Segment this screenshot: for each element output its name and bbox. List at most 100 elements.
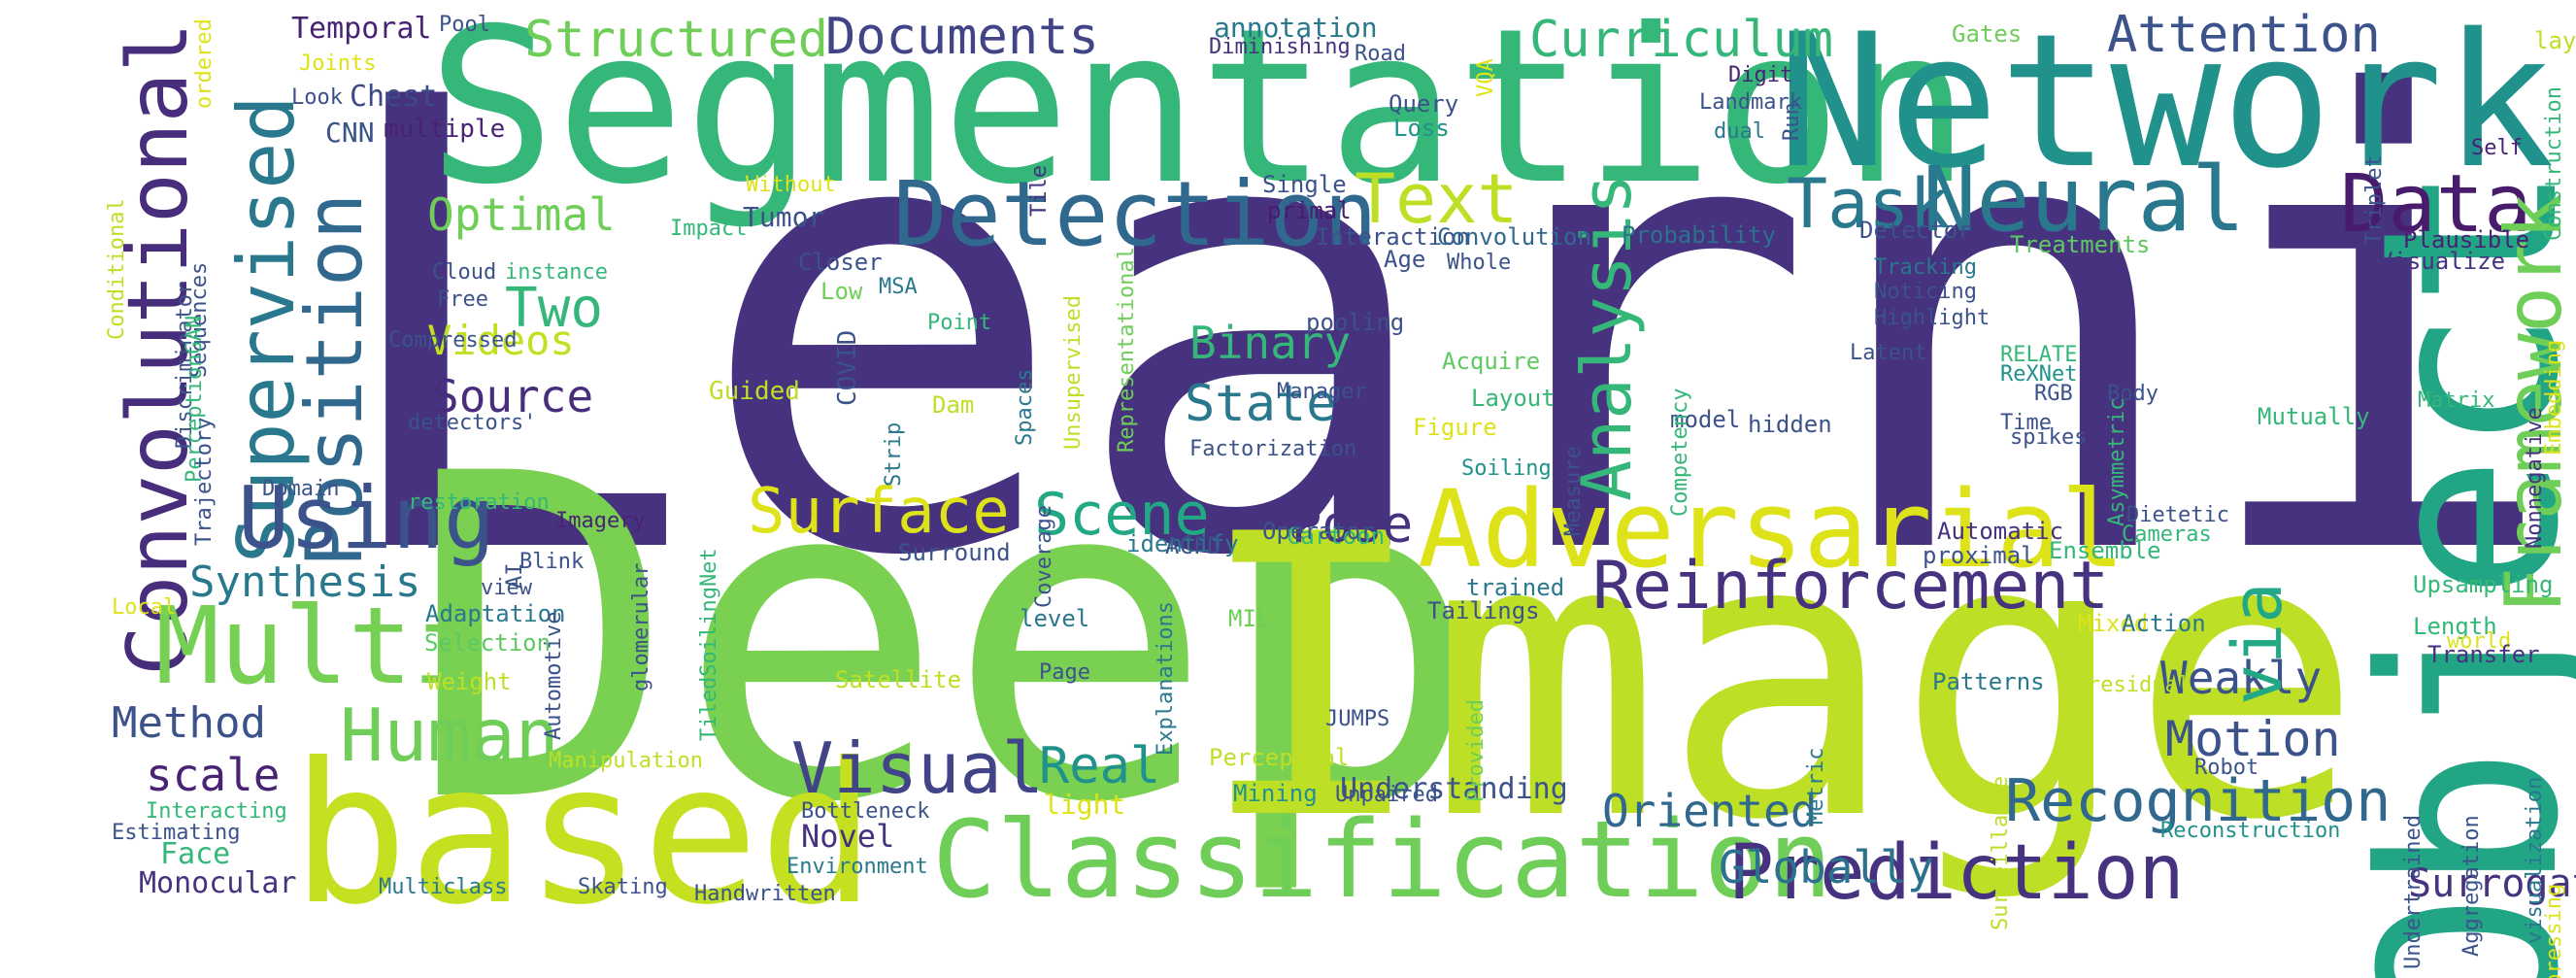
cloud-word: Probability	[1622, 221, 1776, 249]
cloud-word: Latent	[1850, 341, 1927, 365]
cloud-word: Coverage	[1032, 505, 1056, 608]
cloud-word: Noticing	[1874, 280, 1977, 304]
cloud-word: Handwritten	[694, 882, 836, 906]
cloud-word: Multi	[155, 584, 478, 708]
cloud-word: Videos	[427, 317, 575, 364]
cloud-word: Attention	[2107, 6, 2381, 64]
cloud-word: Explanations	[1154, 601, 1178, 756]
cloud-word: Soiling	[1461, 456, 1552, 481]
cloud-word: Classification	[932, 797, 1833, 922]
cloud-word: Interacting	[146, 799, 287, 824]
cloud-word: Scene	[1034, 481, 1210, 549]
cloud-word: Body	[2107, 382, 2158, 406]
cloud-word: Dietetic	[2126, 503, 2229, 527]
cloud-word: Face	[160, 837, 231, 871]
cloud-word: Convolution	[1437, 223, 1591, 251]
cloud-word: Skating	[578, 875, 668, 899]
cloud-word: Mining	[1233, 780, 1318, 807]
cloud-word: Competency	[1668, 388, 1692, 517]
cloud-word: Automotive	[542, 611, 566, 740]
cloud-word: Age	[1384, 246, 1426, 273]
cloud-word: Asymmetric	[2105, 397, 2129, 526]
cloud-word: trained	[1466, 574, 1565, 601]
cloud-word: Detection	[893, 162, 1378, 266]
cloud-word: Temporal	[291, 12, 432, 46]
cloud-word: ordered	[192, 18, 217, 109]
cloud-word: Image	[1194, 454, 2364, 905]
cloud-word: detectors'	[408, 411, 537, 435]
cloud-word: Selection	[424, 629, 552, 657]
cloud-word: Synthesis	[189, 557, 421, 607]
cloud-word: RELATE	[2000, 343, 2078, 367]
cloud-word: Learning	[320, 0, 2576, 691]
cloud-word: ReXNet	[2000, 362, 2078, 387]
cloud-word: Neural	[1923, 148, 2246, 252]
cloud-word: Real	[1039, 737, 1161, 795]
cloud-word: Novel	[801, 818, 895, 855]
cloud-word: Action	[2122, 610, 2206, 637]
cloud-word: Visualize	[2379, 248, 2506, 275]
cloud-word: Chest	[350, 80, 438, 114]
cloud-word: Unsupervised	[1061, 295, 1086, 450]
cloud-word: scale	[146, 749, 281, 801]
cloud-word: Surrogates	[2408, 861, 2576, 906]
cloud-word: Representational	[1115, 247, 1139, 453]
cloud-word: Visual	[791, 727, 1045, 809]
cloud-word: restoration	[408, 490, 550, 515]
cloud-word: Prediction	[1728, 829, 2185, 917]
cloud-word: primal	[1267, 197, 1352, 224]
cloud-word: Binary	[1189, 317, 1352, 369]
cloud-word: AI	[503, 562, 527, 590]
cloud-word: visualization	[2523, 776, 2547, 944]
cloud-word: Task	[1787, 164, 1951, 244]
cloud-word: proximal	[1923, 542, 2035, 569]
cloud-word: Understanding	[1340, 772, 1568, 806]
cloud-word: Multiclass	[379, 875, 508, 899]
cloud-word: Landmark	[1699, 90, 1802, 115]
cloud-word: TiledSoilingNet	[697, 548, 721, 741]
cloud-word: Optimal	[427, 188, 616, 241]
cloud-word: Triplet	[2362, 154, 2387, 245]
cloud-word: Bottleneck	[801, 799, 930, 824]
cloud-word: Manipulation	[549, 749, 703, 773]
cloud-word: Manager	[1277, 380, 1367, 404]
cloud-word: Low	[820, 278, 863, 305]
cloud-word: pooling	[1306, 309, 1405, 336]
cloud-word: Robot	[2194, 756, 2259, 780]
cloud-word: residual	[2088, 673, 2191, 697]
cloud-word: Tile	[1027, 165, 1052, 217]
cloud-word: Segmentation	[427, 0, 1971, 231]
cloud-word: Point	[927, 311, 992, 335]
cloud-word: Matrix	[2418, 388, 2495, 413]
cloud-word: Digit	[1728, 63, 1793, 87]
cloud-word: identify	[1126, 530, 1239, 557]
cloud-word: Whole	[1447, 251, 1512, 275]
cloud-word: instance	[505, 260, 608, 285]
cloud-word: Dam	[932, 391, 975, 419]
cloud-word: Diminishing	[1209, 35, 1351, 59]
cloud-word: Mutually	[2258, 403, 2370, 430]
cloud-word: Acquire	[1442, 348, 1541, 375]
cloud-word: based	[291, 722, 877, 948]
cloud-word: Provided	[1464, 699, 1489, 802]
cloud-word: light	[1044, 789, 1126, 821]
cloud-word: Treatments	[2010, 231, 2151, 258]
cloud-word: COVID	[833, 329, 862, 406]
cloud-word: Length	[2413, 613, 2497, 640]
cloud-word: Joints	[299, 51, 377, 76]
cloud-word: multiple	[384, 115, 506, 144]
cloud-word: Impact	[670, 217, 748, 241]
cloud-word: Construction	[2542, 86, 2566, 241]
cloud-word: model	[1670, 406, 1741, 433]
cloud-word: ACFD	[1165, 532, 1221, 559]
cloud-word: view	[481, 576, 532, 600]
cloud-word: State	[1185, 375, 1337, 433]
cloud-word: Query	[1388, 90, 1459, 118]
cloud-word: Mixed	[2078, 610, 2149, 637]
cloud-word: Weight	[427, 668, 512, 695]
cloud-word: Satellite	[835, 666, 962, 693]
cloud-word: glomerular	[629, 562, 653, 691]
cloud-word: Network	[1777, 0, 2555, 209]
cloud-word: Transfer	[2427, 641, 2540, 668]
cloud-word: Loss	[1393, 115, 1450, 142]
